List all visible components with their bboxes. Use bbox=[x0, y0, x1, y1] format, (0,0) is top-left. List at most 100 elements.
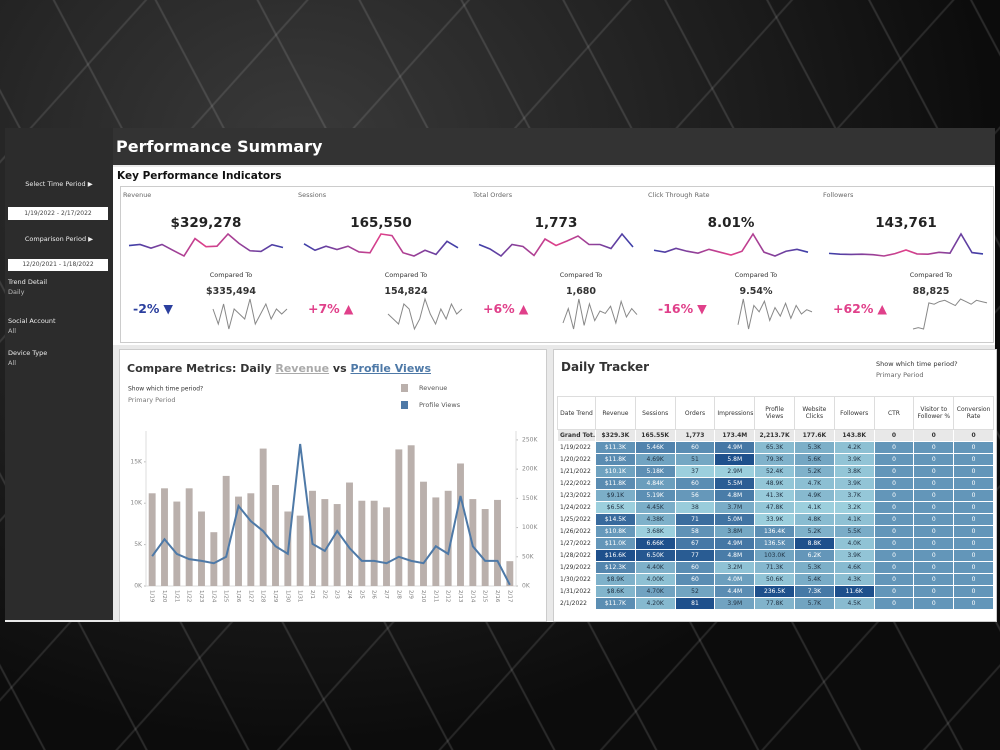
x-tick-label: 2/13 bbox=[457, 590, 463, 603]
cell: 0 bbox=[953, 465, 994, 478]
kpi-card: Revenue $329,278 Compared To $335,494 -2% ▼ bbox=[121, 187, 296, 342]
x-tick-label: 1/30 bbox=[284, 590, 290, 603]
data-row: 2/1/2022 $11.7K 4.20K 81 3.9M 77.8K 5.7K 4.5K 0 0… bbox=[557, 597, 994, 610]
sparkline-path bbox=[912, 298, 988, 330]
cell: 0 bbox=[913, 477, 955, 490]
cell: 0 bbox=[913, 489, 955, 502]
cell: 60 bbox=[674, 477, 716, 490]
sparkline bbox=[828, 232, 984, 257]
sparkline-path bbox=[653, 232, 809, 257]
cell: 38 bbox=[674, 501, 716, 514]
cell: 0 bbox=[953, 513, 994, 526]
title-metric[interactable]: Revenue bbox=[275, 362, 330, 375]
cell: 0 bbox=[953, 537, 994, 550]
comparison-period-input[interactable]: 12/20/2021 - 1/18/2022 bbox=[8, 259, 108, 271]
data-row: 1/24/2022 $6.5K 4.45K 38 3.7M 47.8K 4.1K 3.2K 0 0… bbox=[557, 501, 994, 514]
bar bbox=[222, 475, 230, 586]
filter-value[interactable]: All bbox=[8, 327, 17, 335]
cell: 8.8K bbox=[793, 537, 835, 550]
cell: 0 bbox=[913, 561, 955, 574]
data-row: 1/30/2022 $8.9K 4.00K 60 4.0M 50.6K 5.4K 4.3K 0 0… bbox=[557, 573, 994, 586]
cell: 0 bbox=[953, 489, 994, 502]
cell: 0 bbox=[873, 573, 915, 586]
total-row: Grand Tot.. $329.3K 165.55K 1,773 173.4M 2,21… bbox=[557, 429, 994, 442]
bar bbox=[259, 448, 267, 586]
filter-value[interactable]: Daily bbox=[8, 288, 25, 296]
cell: 7.3K bbox=[793, 585, 835, 598]
legend-swatch bbox=[401, 384, 408, 392]
kpi-card: Total Orders 1,773 Compared To 1,680 +6% ▲ bbox=[471, 187, 646, 342]
cell: 4.69K bbox=[634, 453, 676, 466]
period-value: Primary Period bbox=[128, 396, 175, 404]
x-tick-label: 2/3 bbox=[334, 590, 340, 599]
x-tick-label: 2/5 bbox=[358, 590, 364, 599]
time-period-input[interactable]: 1/19/2022 - 2/17/2022 bbox=[8, 207, 108, 220]
x-tick-label: 2/15 bbox=[482, 590, 488, 603]
bar bbox=[358, 500, 366, 586]
cell: 5.3K bbox=[793, 441, 835, 454]
cell: 4.7K bbox=[793, 477, 835, 490]
sparkline-path bbox=[387, 297, 463, 331]
kpi-change: +6% ▲ bbox=[483, 301, 528, 316]
cell: 4.3K bbox=[833, 573, 875, 586]
cell: 3.8M bbox=[714, 525, 756, 538]
cell: 5.7K bbox=[793, 597, 835, 610]
bar bbox=[333, 504, 341, 586]
bar bbox=[444, 490, 452, 586]
row-label: 1/23/2022 bbox=[557, 489, 596, 502]
tracker-table: Date Trend Revenue Sessions Orders Impressio… bbox=[557, 396, 994, 610]
cell: 236.5K bbox=[754, 585, 795, 598]
change-arrow: ▲ bbox=[343, 301, 354, 316]
kpi-card: Followers 143,761 Compared To 88,825 +62% ▲ bbox=[821, 187, 996, 342]
cell: 0 bbox=[953, 441, 994, 454]
title-metric[interactable]: Profile Views bbox=[350, 362, 431, 375]
cell: $16.6K bbox=[595, 549, 636, 562]
title-text: Compare Metrics: Daily bbox=[127, 362, 272, 375]
column-header: CTR bbox=[873, 396, 915, 430]
y-tick-label: 15K bbox=[130, 458, 143, 465]
cell: 0 bbox=[953, 429, 994, 442]
bar bbox=[346, 482, 353, 586]
bar bbox=[395, 449, 403, 586]
cell: $12.3K bbox=[595, 561, 636, 574]
sparkline bbox=[912, 298, 988, 330]
x-tick-label: 2/7 bbox=[383, 590, 389, 599]
cell: 2,213.7K bbox=[754, 429, 795, 442]
cell: 3.7M bbox=[714, 501, 756, 514]
cell: 4.6K bbox=[833, 561, 875, 574]
cell: 71.3K bbox=[754, 561, 795, 574]
cell: 4.1K bbox=[833, 513, 875, 526]
row-label: 1/27/2022 bbox=[557, 537, 596, 550]
tracker-title: Daily Tracker bbox=[561, 360, 649, 374]
kpi-value: 8.01% bbox=[707, 215, 755, 231]
cell: 4.70K bbox=[634, 585, 676, 598]
cell: 4.8M bbox=[714, 549, 756, 562]
bar bbox=[198, 511, 205, 586]
dashboard-title: Performance Summary bbox=[116, 137, 323, 156]
cell: 6.66K bbox=[634, 537, 676, 550]
cell: $10.1K bbox=[595, 465, 636, 478]
row-label: Grand Tot.. bbox=[557, 429, 596, 442]
cell: 0 bbox=[873, 513, 915, 526]
cell: $329.3K bbox=[595, 429, 636, 442]
column-header: Conversion Rate bbox=[953, 396, 994, 430]
cell: 56 bbox=[674, 489, 716, 502]
cell: 79.3K bbox=[754, 453, 795, 466]
kpi-value: 1,773 bbox=[534, 215, 578, 231]
chart: Show which time period? Primary Period Rev… bbox=[128, 384, 538, 603]
cell: 0 bbox=[873, 585, 915, 598]
period-value[interactable]: Primary Period bbox=[876, 371, 924, 379]
compared-value: 1,680 bbox=[565, 286, 597, 297]
column-header: Sessions bbox=[634, 396, 676, 430]
change-text: +7% bbox=[308, 301, 340, 316]
filter-value[interactable]: All bbox=[8, 359, 17, 367]
cell: 0 bbox=[953, 585, 994, 598]
cell: $14.5K bbox=[595, 513, 636, 526]
cell: 5.3K bbox=[793, 561, 835, 574]
cell: 5.18K bbox=[634, 465, 676, 478]
cell: 0 bbox=[913, 597, 955, 610]
x-tick-label: 1/25 bbox=[223, 590, 229, 603]
sparkline-path bbox=[562, 298, 638, 330]
row-label: 1/24/2022 bbox=[557, 501, 596, 514]
cell: 4.38K bbox=[634, 513, 676, 526]
